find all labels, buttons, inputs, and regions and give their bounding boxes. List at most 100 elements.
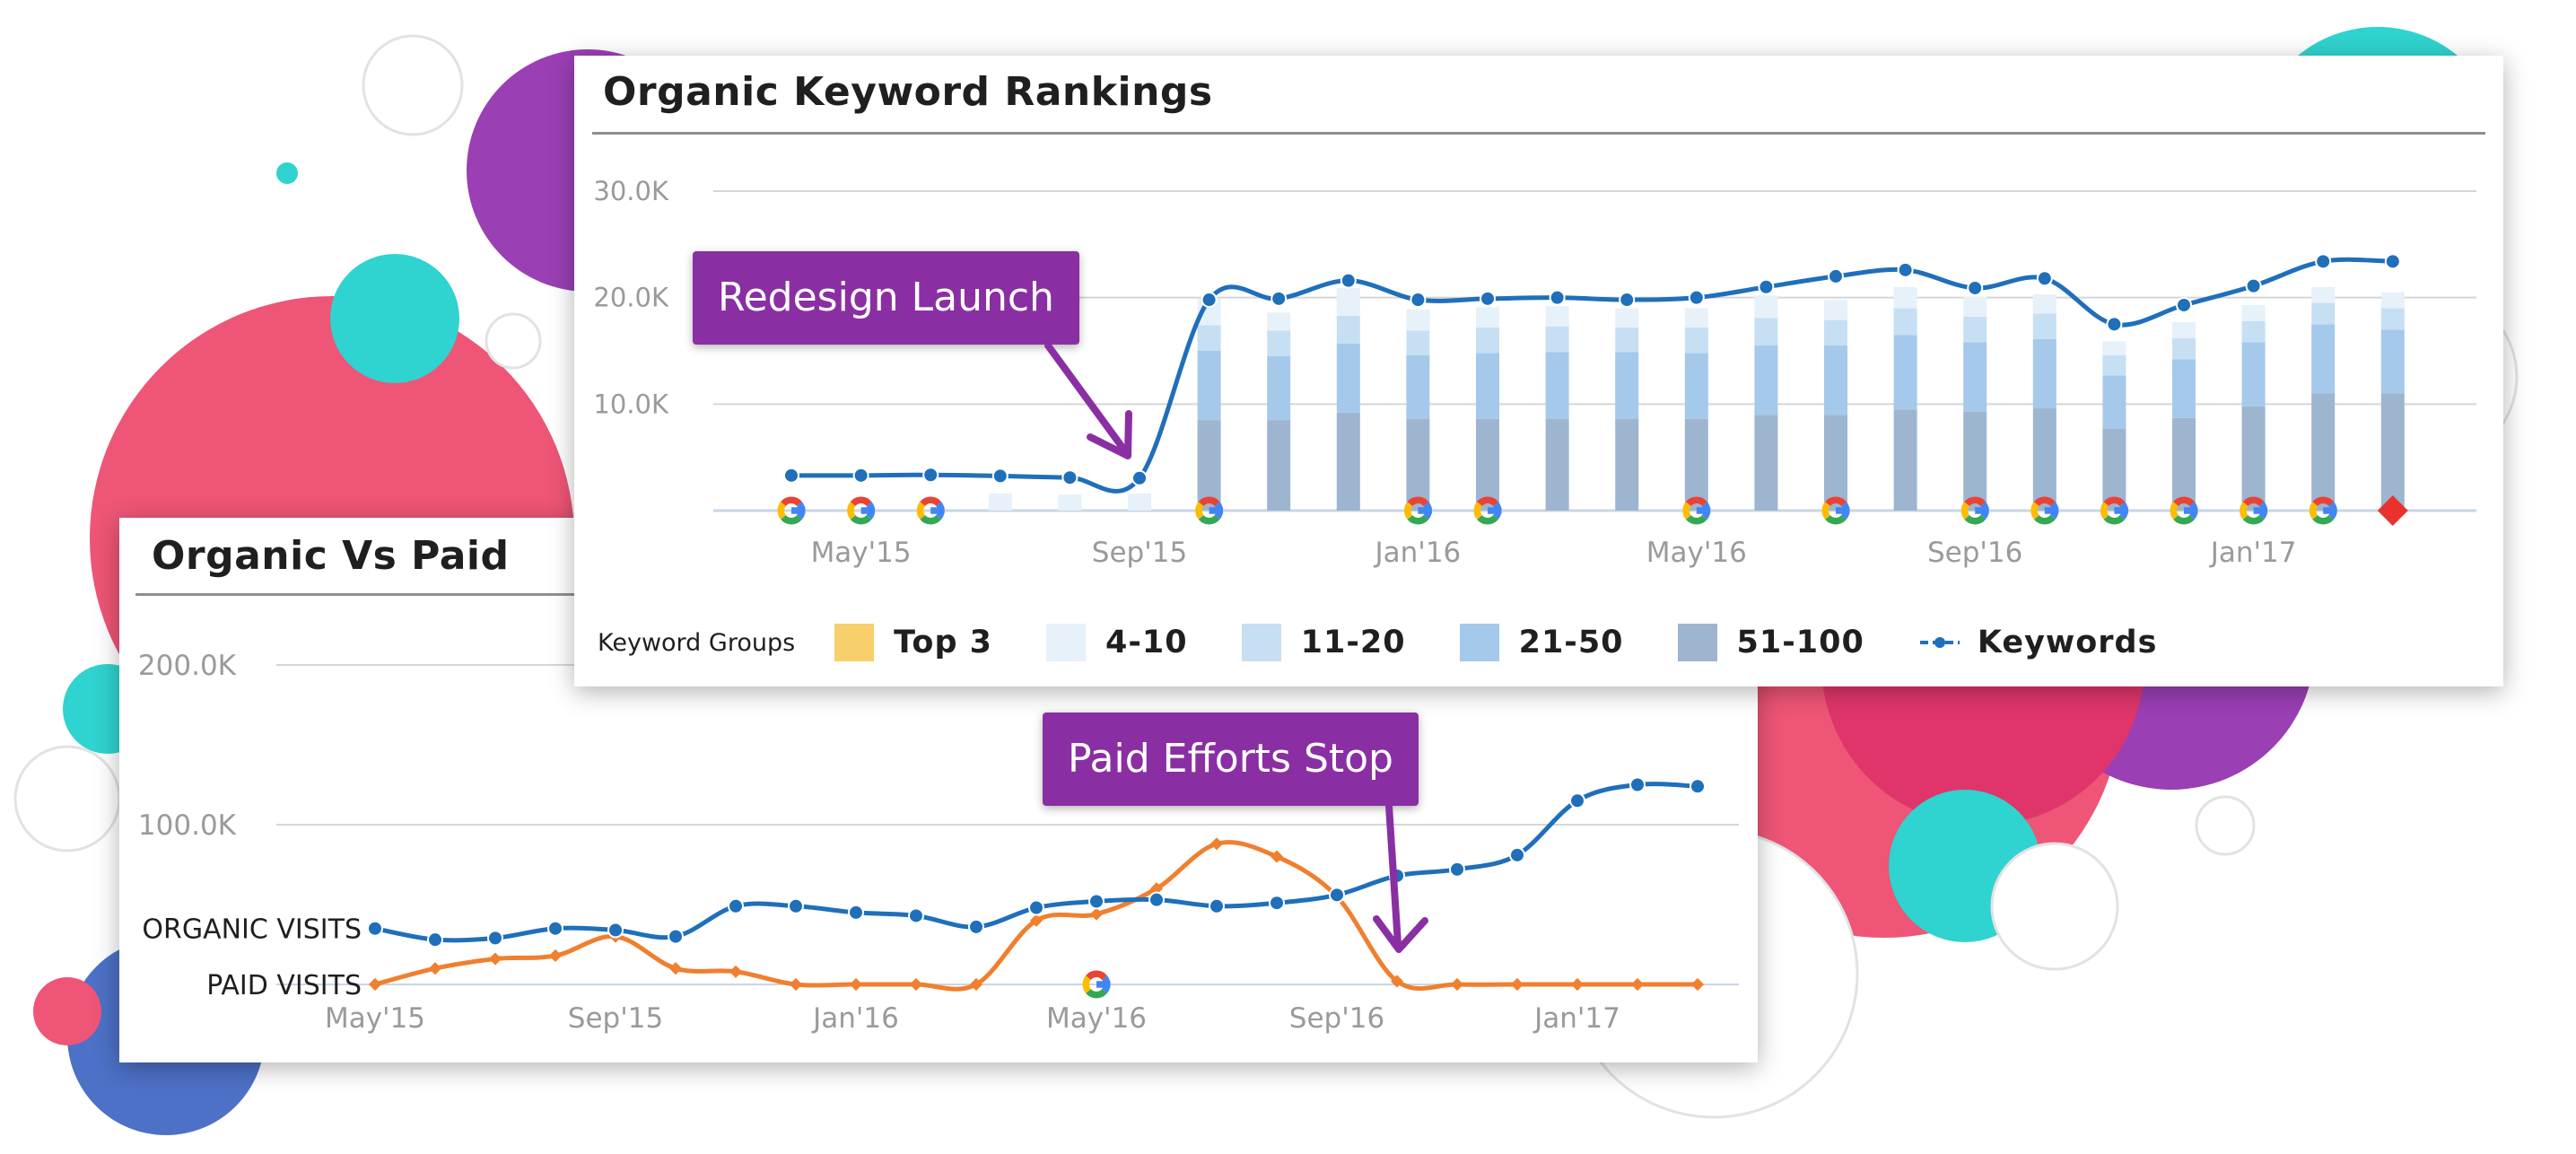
- bar-segment-51-100: [1893, 409, 1917, 511]
- bar-segment-4-10: [1684, 308, 1708, 328]
- bar-segment-21-50: [2380, 329, 2405, 394]
- keyword-rankings-chart: 10.0K 20.0K 30.0K May'15 Sep'15 Jan'16 May'16 S…: [593, 176, 2476, 569]
- legend-line-icon: [1919, 637, 1960, 648]
- google-bar: [791, 507, 806, 514]
- keywords-point: [1967, 279, 1984, 296]
- keywords-point: [1619, 292, 1636, 309]
- organic-visits-point: [1389, 867, 1405, 884]
- google-bar: [2114, 507, 2128, 514]
- paid-visits-point: [969, 977, 983, 992]
- paid-visits-point: [1270, 850, 1284, 863]
- google-arc: [2242, 496, 2265, 507]
- google-arc: [2033, 514, 2056, 525]
- legend-item-top3[interactable]: Top 3: [834, 624, 992, 661]
- google-arc: [1198, 496, 1220, 507]
- google-arc: [1964, 514, 1987, 525]
- y-tick-label: 200.0K: [138, 650, 237, 682]
- chart-title: Organic Vs Paid: [152, 533, 510, 579]
- legend-label: 4-10: [1105, 625, 1188, 660]
- organic-visits-point: [668, 928, 684, 945]
- bar-segment-51-100: [1684, 418, 1708, 511]
- google-g-icon: [1682, 496, 1711, 525]
- paid-visits-point: [668, 962, 683, 975]
- bar-segment-51-100: [2241, 406, 2266, 511]
- organic-visits-point: [788, 897, 804, 914]
- google-arc: [2030, 502, 2039, 520]
- google-bar: [2184, 507, 2198, 514]
- organic-visits-point: [968, 918, 984, 935]
- legend-item-keywords[interactable]: Keywords: [1918, 625, 2158, 660]
- keywords-point: [2176, 296, 2192, 313]
- legend-swatch: [1046, 624, 1087, 661]
- bar-segment-51-100: [1963, 411, 1987, 511]
- chart-legend: Keyword Groups Top 3 4-10 11-20 21-50 51…: [598, 619, 2211, 666]
- paid-visits-point: [1510, 977, 1524, 992]
- google-arc: [1086, 988, 1107, 999]
- bar-segment-21-50: [1336, 343, 1360, 413]
- bar-segment-11-20: [1476, 327, 1499, 354]
- redesign-launch-callout: Redesign Launch: [693, 251, 1079, 345]
- keywords-point: [2106, 316, 2123, 333]
- google-arc: [2173, 496, 2195, 507]
- legend-caption: Keyword Groups: [598, 628, 796, 657]
- google-g-icon: [1082, 970, 1111, 999]
- organic-visits-point: [1329, 887, 1345, 904]
- organic-visits-point: [1148, 891, 1165, 908]
- paid-visits-point: [428, 962, 442, 975]
- bar-segment-21-50: [1197, 351, 1221, 421]
- bar-segment-4-10: [2380, 292, 2405, 309]
- google-arc: [2103, 496, 2126, 507]
- google-arc: [1407, 514, 1429, 525]
- bar-segment-21-50: [1615, 352, 1639, 419]
- keyword-rankings-card: Organic Keyword Rankings 10.0K 20.0K 30.0K…: [574, 56, 2503, 686]
- bubble: [276, 162, 298, 184]
- bar-segment-51-100: [1197, 420, 1221, 511]
- bar-segment-11-20: [1684, 327, 1708, 354]
- bar-segment-21-50: [2172, 359, 2196, 418]
- bar-segment-51-100: [1754, 415, 1778, 511]
- google-arc: [920, 496, 942, 507]
- google-arc: [1682, 502, 1691, 520]
- legend-item-11-20[interactable]: 11-20: [1241, 624, 1406, 661]
- google-g-icon: [847, 496, 876, 525]
- organic-visits-point: [1629, 776, 1646, 793]
- google-arc: [2240, 502, 2249, 520]
- chart-title: Organic Keyword Rankings: [603, 69, 1213, 115]
- bar-segment-11-20: [1824, 319, 1847, 346]
- google-arc: [2312, 496, 2335, 507]
- x-tick-label: Sep'16: [1289, 1002, 1384, 1035]
- keywords-point: [1410, 292, 1427, 309]
- paid-visits-point: [1149, 882, 1164, 896]
- keywords-point: [1828, 267, 1844, 284]
- google-arc: [1198, 514, 1220, 525]
- legend-item-51-100[interactable]: 51-100: [1677, 624, 1864, 661]
- legend-label: 21-50: [1518, 625, 1624, 660]
- organic-visits-point: [1209, 897, 1225, 914]
- series-label-paid: PAID VISITS: [206, 970, 362, 1001]
- bar-segment-4-10: [1754, 295, 1778, 319]
- google-bar: [930, 507, 945, 514]
- bar-segment-51-100: [1267, 420, 1291, 511]
- google-arc: [2100, 502, 2109, 520]
- bar-segment-4-10: [1128, 494, 1151, 511]
- keywords-point: [783, 467, 799, 484]
- organic-visits-point: [1449, 861, 1465, 878]
- bar-segment-4-10: [1824, 300, 1847, 320]
- keywords-point: [1061, 469, 1078, 486]
- bar-segment-21-50: [1824, 345, 1847, 415]
- keywords-point: [1271, 290, 1288, 307]
- y-tick-label: 10.0K: [593, 389, 669, 419]
- paid-visits-point: [1570, 977, 1585, 992]
- google-arc: [1960, 502, 1970, 520]
- google-arc: [1825, 496, 1847, 507]
- bar-segment-4-10: [1267, 312, 1291, 331]
- google-bar: [2253, 507, 2268, 514]
- bubble: [13, 745, 121, 852]
- legend-item-21-50[interactable]: 21-50: [1459, 624, 1624, 661]
- title-divider: [592, 132, 2485, 135]
- legend-item-4-10[interactable]: 4-10: [1046, 624, 1188, 661]
- google-g-icon: [777, 496, 806, 525]
- google-g-icon: [1821, 496, 1850, 525]
- google-bar: [1836, 507, 1850, 514]
- google-bar: [1418, 507, 1432, 514]
